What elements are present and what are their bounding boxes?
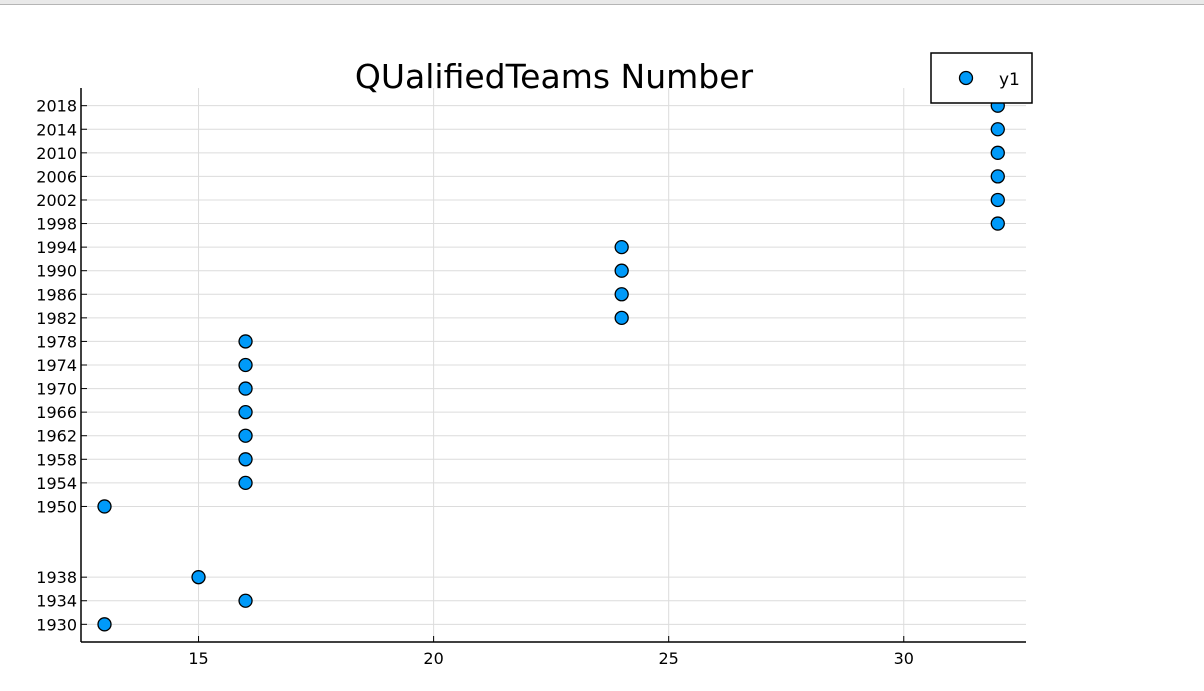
legend: y1 [930,52,1033,104]
data-point [238,357,253,373]
chart-title: QUalifiedTeams Number [355,57,754,96]
y-tick-label: 1982 [36,309,77,328]
data-point [614,239,629,255]
data-point [97,499,112,514]
data-point [238,381,253,396]
data-point [990,169,1005,184]
data-point [990,192,1005,208]
legend-label-y1: y1 [999,70,1020,90]
data-point [614,287,629,302]
data-point [238,404,253,420]
window-top-edge [0,0,1204,5]
y-tick-label: 2002 [36,191,77,210]
y-tick-label: 1978 [36,332,77,351]
y-tick-label: 1930 [36,615,77,634]
data-point [990,145,1005,160]
x-tick-label: 20 [423,649,443,668]
y-tick-label: 1950 [36,497,77,516]
y-tick-label: 1998 [36,215,77,234]
data-point [614,310,629,326]
data-point [191,570,206,585]
y-tick-label: 2018 [36,97,77,116]
y-tick-label: 2010 [36,144,77,163]
y-tick-label: 1970 [36,380,77,399]
data-point [990,216,1005,231]
y-tick-label: 1962 [36,427,77,446]
y-tick-label: 1986 [36,285,77,304]
y-tick-label: 1934 [36,592,77,611]
legend-marker [958,70,974,86]
x-tick-label: 25 [659,649,679,668]
y-tick-label: 2006 [36,167,77,186]
y-tick-labels: 1930 1934 1938 1950 1954 1958 1962 1966 1970 1974… [36,97,87,634]
data-point [990,122,1005,137]
x-tick-label: 15 [188,649,208,668]
x-tick-label: 30 [894,649,914,668]
data-point [238,428,253,443]
y-tick-label: 1938 [36,568,77,587]
data-point [614,263,629,278]
data-points [97,98,1005,632]
data-point [238,452,253,467]
y-tick-label: 1974 [36,356,77,375]
legend-box [930,52,1033,104]
data-point [238,475,253,491]
y-tick-label: 1954 [36,474,77,493]
grid-lines [81,88,1026,642]
y-tick-label: 1990 [36,262,77,281]
y-tick-label: 1966 [36,403,77,422]
x-tick-labels: 15 20 25 30 [188,636,914,668]
y-tick-label: 2014 [36,120,77,139]
data-point [97,617,112,632]
y-tick-label: 1958 [36,450,77,469]
data-point [238,593,253,608]
data-point [238,334,253,349]
y-tick-label: 1994 [36,238,77,257]
